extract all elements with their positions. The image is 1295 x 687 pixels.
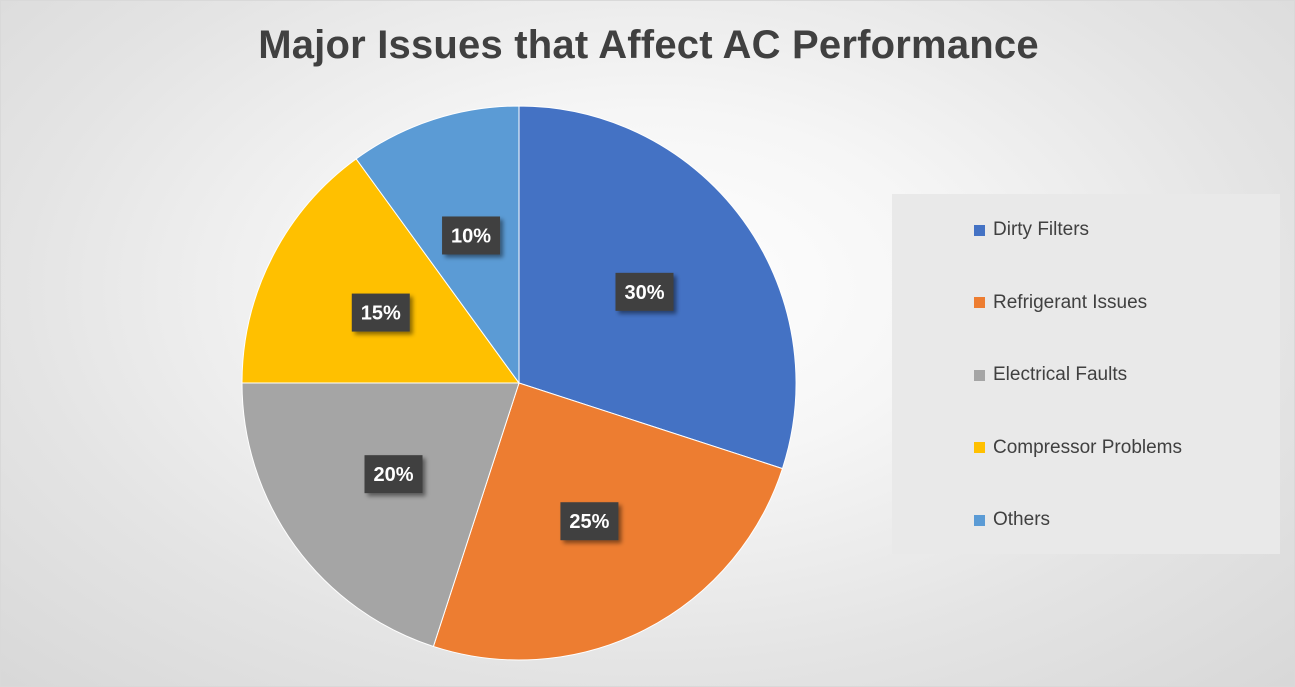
data-label-box: [560, 502, 619, 541]
legend-swatch: [974, 297, 985, 308]
legend: Dirty Filters Refrigerant Issues Electrica…: [892, 194, 1280, 554]
legend-item-dirty-filters: Dirty Filters: [974, 218, 1089, 242]
legend-label: Refrigerant Issues: [993, 291, 1148, 313]
pie-slice-others: [355, 105, 520, 385]
pie-slice-electrical-faults: [241, 382, 520, 648]
data-label-box: [351, 293, 410, 332]
data-label-text: 20%: [373, 464, 413, 486]
chart-title: Major Issues that Affect AC Performance: [258, 23, 1039, 67]
data-label-electrical-faults: 20%: [364, 455, 423, 494]
legend-item-others: Others: [974, 508, 1050, 532]
data-label-compressor-problems: 15%: [351, 293, 410, 332]
data-label-box: [442, 216, 501, 255]
data-label-text: 25%: [569, 511, 609, 533]
legend-item-electrical-faults: Electrical Faults: [974, 363, 1127, 387]
legend-label: Dirty Filters: [993, 219, 1090, 240]
data-label-text: 10%: [451, 225, 491, 247]
data-label-dirty-filters: 30%: [615, 272, 674, 311]
legend-swatch: [974, 514, 985, 526]
legend-label: Compressor Problems: [993, 436, 1182, 458]
legend-item-refrigerant-issues: Refrigerant Issues: [974, 291, 1147, 315]
data-label-others: 10%: [442, 216, 501, 255]
data-label-refrigerant-issues: 25%: [560, 502, 619, 541]
legend-swatch: [974, 442, 985, 453]
data-label-box: [615, 272, 674, 311]
data-label-text: 15%: [361, 303, 401, 325]
pie-slice-compressor-problems: [241, 158, 520, 384]
legend-swatch: [974, 224, 985, 236]
data-label-text: 30%: [624, 282, 664, 304]
legend-label: Electrical Faults: [993, 364, 1128, 385]
data-label-box: [364, 455, 423, 494]
legend-item-compressor-problems: Compressor Problems: [974, 436, 1182, 460]
legend-label: Others: [993, 509, 1051, 530]
legend-swatch: [974, 369, 985, 381]
